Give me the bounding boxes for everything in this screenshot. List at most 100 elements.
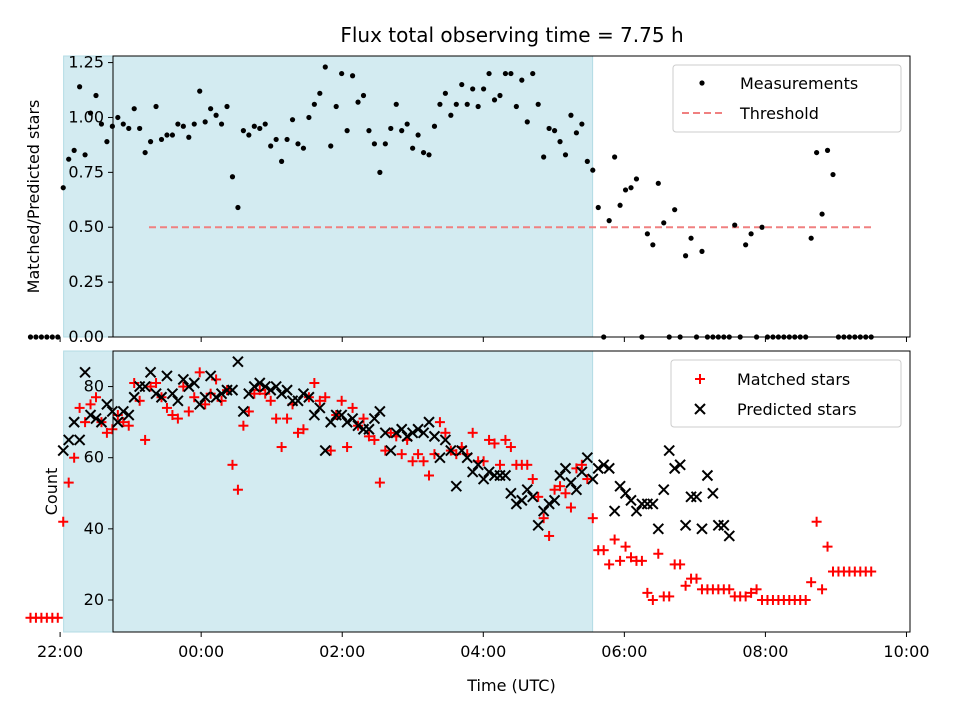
x-b bbox=[576, 466, 588, 478]
matched-star-point bbox=[533, 491, 544, 502]
matched-star-point bbox=[80, 417, 91, 428]
measurement-point bbox=[377, 169, 383, 175]
predicted-star-point bbox=[396, 423, 408, 435]
measurement-point bbox=[551, 128, 558, 134]
x-b bbox=[597, 459, 610, 471]
measurement-point bbox=[71, 147, 77, 153]
measurement-point bbox=[497, 92, 503, 99]
x-b bbox=[701, 469, 714, 482]
measurement-point bbox=[491, 97, 498, 103]
predicted-star-point bbox=[636, 498, 648, 510]
measurement-point bbox=[66, 156, 72, 162]
measurement-point bbox=[682, 253, 689, 259]
measurement-point bbox=[180, 123, 186, 129]
y-tick-label: 0.75 bbox=[68, 162, 104, 181]
measurement-point bbox=[317, 90, 323, 96]
matched-star-point bbox=[636, 555, 647, 566]
predicted-star-point bbox=[188, 377, 200, 389]
measurement-point bbox=[475, 103, 481, 110]
x-b bbox=[314, 402, 326, 414]
measurement-point bbox=[229, 174, 236, 180]
matched-star-point bbox=[811, 516, 822, 527]
measurement-point bbox=[251, 123, 257, 129]
x-b bbox=[172, 395, 184, 407]
matched-star-point bbox=[800, 594, 811, 605]
predicted-star-point bbox=[505, 487, 517, 499]
bottom-axes-frame bbox=[112, 350, 911, 633]
x-b bbox=[461, 452, 473, 464]
matched-star-point bbox=[254, 385, 265, 396]
matched-star-point bbox=[434, 417, 445, 428]
matched-star-point bbox=[265, 395, 276, 406]
measurement-point bbox=[486, 70, 492, 77]
x-b bbox=[570, 484, 583, 496]
matched-star-point bbox=[151, 378, 162, 389]
measurement-point bbox=[147, 139, 154, 145]
measurement-point bbox=[202, 119, 208, 125]
matched-star-point bbox=[582, 474, 593, 485]
matched-star-point bbox=[675, 559, 686, 570]
measurement-point bbox=[606, 218, 612, 224]
predicted-star-point bbox=[619, 487, 632, 499]
measurement-point bbox=[44, 334, 50, 340]
measurement-point bbox=[442, 90, 448, 96]
predicted-star-point bbox=[123, 409, 135, 421]
measurement-point bbox=[557, 139, 563, 145]
x-tick-label: 08:00 bbox=[742, 642, 788, 661]
x-b bbox=[95, 416, 108, 428]
measurement-point bbox=[410, 145, 416, 151]
x-b bbox=[259, 380, 271, 393]
x-b bbox=[417, 427, 430, 439]
matched-star-point bbox=[544, 530, 555, 541]
matched-star-point bbox=[271, 413, 282, 424]
measurement-point bbox=[273, 136, 279, 143]
x-b bbox=[101, 398, 113, 411]
measurement-point bbox=[530, 70, 536, 77]
x-b bbox=[603, 462, 615, 475]
measurement-point bbox=[584, 158, 590, 164]
measurement-point bbox=[748, 231, 754, 237]
predicted-star-point bbox=[166, 387, 179, 400]
measurement-point bbox=[819, 211, 825, 217]
measurement-point bbox=[655, 180, 661, 186]
bottom-x-axis: 22:00 00:00 02:00 04:00 06:00 08:00 10:00 bbox=[37, 632, 930, 661]
measurement-point bbox=[191, 121, 197, 127]
top-legend: Measurements Threshold bbox=[672, 64, 902, 133]
matched-star-point bbox=[625, 552, 636, 563]
predicted-star-point bbox=[597, 459, 610, 471]
matched-star-point bbox=[587, 513, 598, 524]
measurement-point bbox=[27, 334, 34, 340]
measurement-point bbox=[830, 171, 836, 178]
matched-star-point bbox=[178, 381, 189, 392]
matched-star-point bbox=[385, 427, 396, 438]
matched-star-point bbox=[538, 513, 549, 524]
x-b bbox=[630, 505, 643, 517]
top-y-axis: 0.00 0.25 0.50 0.75 1.00 1.25 bbox=[68, 53, 113, 346]
matched-star-point bbox=[691, 573, 702, 584]
predicted-star-point bbox=[625, 494, 637, 507]
predicted-star-point bbox=[248, 380, 261, 393]
predicted-star-point bbox=[210, 391, 222, 403]
matched-star-point bbox=[424, 470, 435, 481]
matched-star-point bbox=[413, 449, 424, 460]
measurement-point bbox=[87, 110, 94, 116]
measurement-point bbox=[131, 106, 137, 112]
predicted-star-point bbox=[559, 462, 572, 475]
matched-star-point bbox=[140, 434, 151, 445]
x-b bbox=[144, 366, 157, 379]
x-b bbox=[161, 370, 173, 382]
matched-star-point bbox=[232, 484, 243, 495]
measurement-point bbox=[77, 84, 83, 90]
x-b bbox=[445, 444, 457, 457]
predicted-star-point bbox=[144, 366, 157, 379]
matched-star-point bbox=[527, 474, 538, 485]
matched-star-point bbox=[440, 427, 451, 438]
x-b bbox=[401, 430, 413, 443]
x-b bbox=[450, 480, 463, 492]
measurement-point bbox=[579, 121, 585, 127]
x-b bbox=[335, 409, 348, 421]
matched-star-point bbox=[620, 541, 631, 552]
matched-star-point bbox=[52, 612, 63, 623]
x-b bbox=[79, 366, 91, 379]
x-b bbox=[177, 373, 190, 386]
